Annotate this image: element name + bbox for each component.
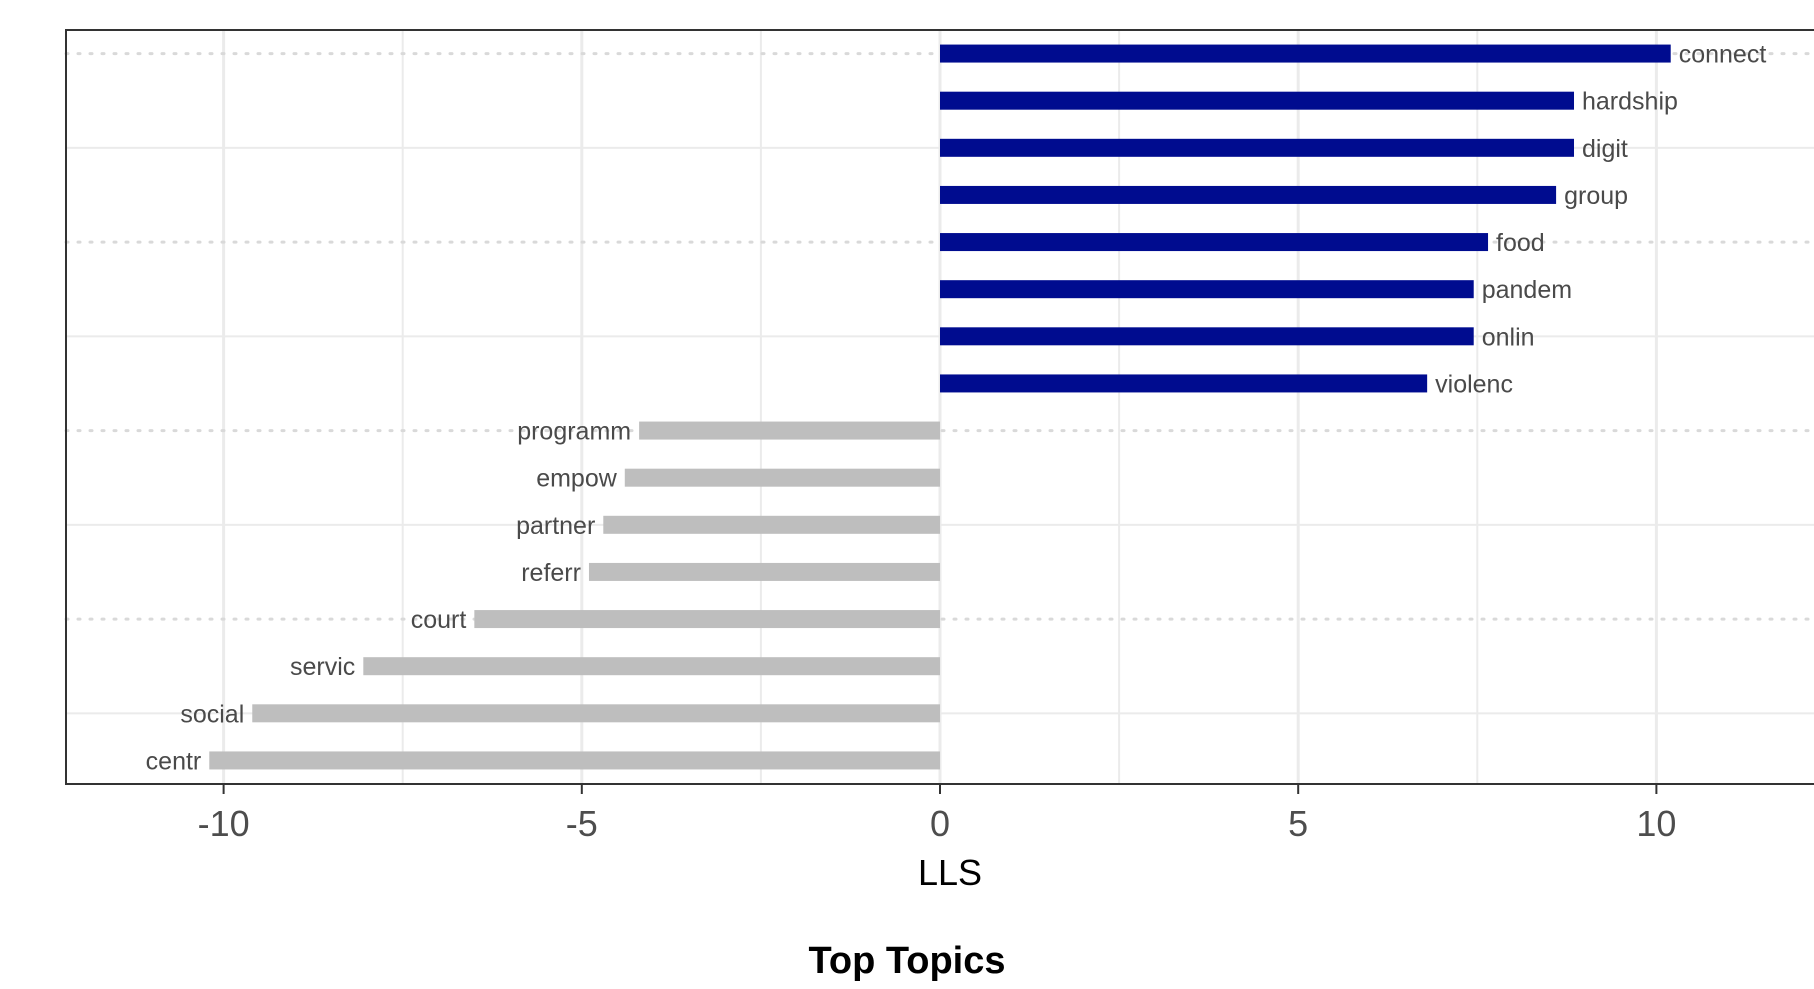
x-tick-label: -10 [198,803,250,844]
bar-label-servic: servic [290,653,355,681]
bar-label-connect: connect [1679,41,1767,69]
figure-caption: Top Topics [808,940,1006,982]
x-tick-label: -5 [566,803,598,844]
bar-violenc [940,374,1428,393]
bar-label-centr: centr [146,747,202,775]
bar-label-programm: programm [517,418,631,446]
bar-food [940,233,1489,252]
panel-border [65,29,1814,785]
bars [209,44,1671,770]
bar-label-court: court [411,606,467,634]
bar-label-digit: digit [1582,135,1628,163]
x-tick-label: 10 [1636,803,1676,844]
bar-hardship [940,91,1575,110]
bar-label-group: group [1564,182,1628,210]
bar-label-empow: empow [536,465,618,493]
bar-label-food: food [1496,229,1545,257]
bar-label-violenc: violenc [1435,370,1513,398]
bar-group [940,185,1557,204]
x-tick-label: 0 [930,803,950,844]
bar-servic [363,657,940,676]
bar-label-onlin: onlin [1482,323,1535,351]
x-axis-label: LLS [918,852,982,893]
bar-empow [624,468,940,487]
bar-label-referr: referr [521,559,581,587]
bar-connect [940,44,1671,63]
bar-label-pandem: pandem [1482,276,1572,304]
x-tick-label: 5 [1288,803,1308,844]
bar-digit [940,138,1575,157]
bar-referr [588,562,940,581]
bar-centr [209,751,940,770]
x-axis: -10 -5 0 5 10 [198,784,1676,844]
bar-partner [603,515,940,534]
bar-label-partner: partner [516,512,595,540]
bar-pandem [940,280,1474,299]
bar-label-social: social [180,700,244,728]
bar-social [252,704,940,723]
bar-court [474,610,940,629]
bar-programm [639,421,940,440]
bar-onlin [940,327,1474,346]
bar-label-hardship: hardship [1582,88,1678,116]
